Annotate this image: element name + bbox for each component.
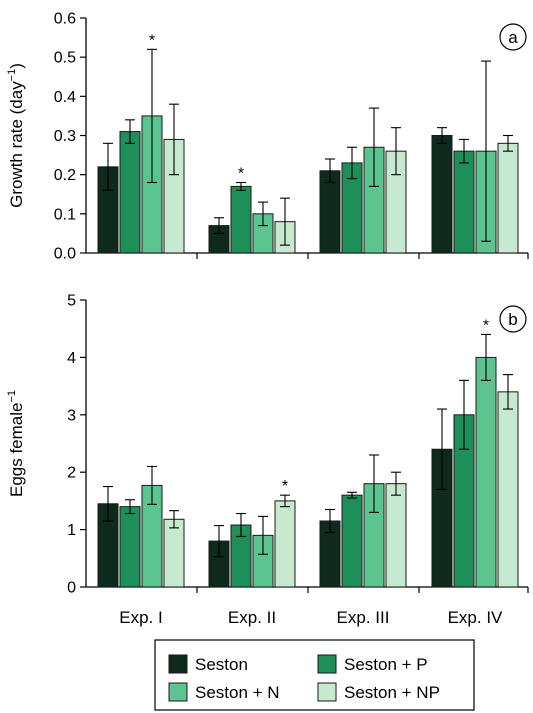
legend-box: [154, 639, 475, 711]
y-tick-label: 0.3: [54, 128, 76, 145]
bar: [341, 494, 363, 588]
bar: [497, 391, 519, 588]
bar: [453, 150, 475, 254]
significance-mark: *: [149, 32, 155, 49]
bar: [319, 170, 341, 254]
bar: [431, 135, 453, 254]
y-tick-label: 0.2: [54, 167, 76, 184]
y-axis-label: Eggs female−1: [6, 390, 26, 497]
legend: Seston Seston + P Seston + N Seston + NP: [154, 639, 475, 711]
y-tick-label: 4: [67, 350, 76, 367]
x-tick-label: Exp. I: [119, 608, 162, 627]
panel-label-circle: [499, 305, 527, 333]
y-tick-label: 5: [67, 293, 76, 310]
legend-label: Seston + N: [195, 683, 280, 702]
bar: [497, 142, 519, 254]
bar: [475, 356, 497, 588]
y-tick-label: 0.4: [54, 89, 76, 106]
significance-mark: *: [282, 478, 288, 495]
y-tick-label: 0.0: [54, 246, 76, 263]
legend-swatch: [168, 682, 188, 702]
y-tick-label: 0.6: [54, 11, 76, 28]
legend-label: Seston: [195, 655, 248, 674]
panel-label: a: [508, 28, 518, 47]
bar: [119, 131, 141, 254]
bar: [119, 506, 141, 588]
bar: [163, 518, 185, 588]
bar: [230, 185, 252, 254]
legend-label: Seston + P: [344, 655, 428, 674]
y-tick-label: 0.5: [54, 50, 76, 67]
legend-swatch: [317, 682, 337, 702]
x-tick-label: Exp. III: [337, 608, 390, 627]
y-tick-label: 3: [67, 407, 76, 424]
legend-label: Seston + NP: [344, 683, 440, 702]
legend-swatch: [317, 654, 337, 674]
y-tick-label: 1: [67, 522, 76, 539]
y-tick-label: 0.1: [54, 206, 76, 223]
bar: [274, 500, 296, 588]
legend-swatch: [168, 654, 188, 674]
y-axis-label: Growth rate (day−1): [6, 63, 26, 208]
y-tick-label: 0: [67, 580, 76, 597]
bar: [385, 483, 407, 588]
y-tick-label: 2: [67, 465, 76, 482]
panel-label-circle: [499, 23, 527, 51]
x-tick-label: Exp. II: [228, 608, 276, 627]
panel-label: b: [508, 310, 517, 329]
significance-mark: *: [483, 317, 489, 334]
significance-mark: *: [238, 166, 244, 183]
x-tick-label: Exp. IV: [448, 608, 503, 627]
panel-a: 0.0 0.1 0.2 0.3 0.4 0.5 0.6 Growth rate (day−1)…: [6, 11, 529, 263]
panel-b: 0 1 2 3 4 5 Eggs female−1 b * * Exp. I Exp. II Exp. …: [6, 293, 529, 627]
